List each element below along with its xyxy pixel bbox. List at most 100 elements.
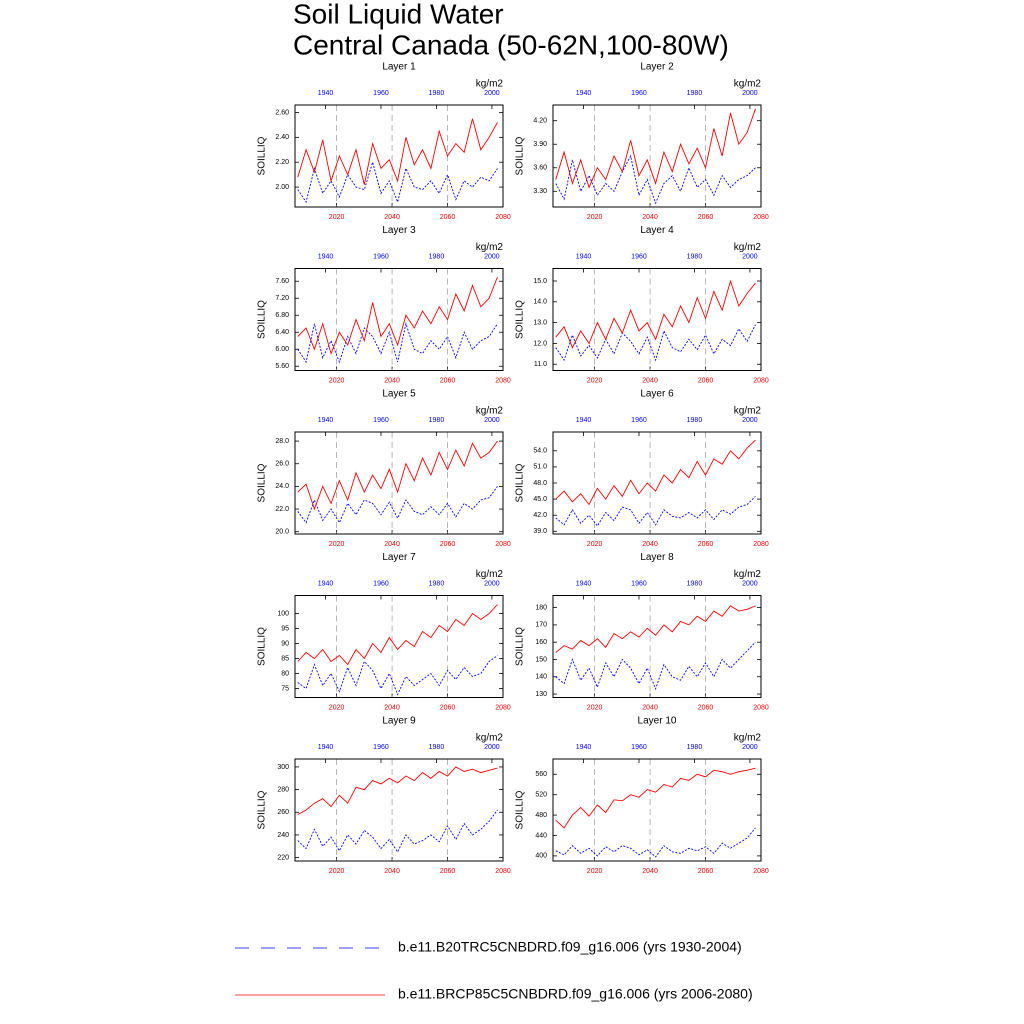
series-line bbox=[555, 605, 756, 653]
y-tick-label: 5.60 bbox=[275, 363, 289, 370]
y-axis-label: SOILLIQ bbox=[257, 790, 268, 829]
units-label: kg/m2 bbox=[476, 242, 504, 253]
y-tick-label: 28.0 bbox=[275, 438, 289, 445]
x2-tick-label: 2000 bbox=[484, 580, 500, 587]
y-tick-label: 90 bbox=[281, 640, 289, 647]
x2-tick-label: 1980 bbox=[687, 90, 703, 97]
series-line bbox=[555, 767, 756, 829]
series-line bbox=[297, 809, 498, 853]
y-tick-label: 130 bbox=[535, 691, 547, 698]
units-label: kg/m2 bbox=[734, 569, 762, 580]
panel-title: Layer 9 bbox=[382, 716, 416, 727]
x-tick-label: 2040 bbox=[642, 377, 658, 384]
x2-tick-label: 1980 bbox=[687, 580, 703, 587]
x-tick-label: 2060 bbox=[698, 377, 714, 384]
x-tick-label: 2020 bbox=[329, 704, 345, 711]
x-tick-label: 2060 bbox=[440, 868, 456, 875]
x-tick-label: 2080 bbox=[495, 214, 511, 221]
y-tick-label: 440 bbox=[535, 832, 547, 839]
x-tick-label: 2040 bbox=[642, 868, 658, 875]
units-label: kg/m2 bbox=[734, 242, 762, 253]
y-tick-label: 45.0 bbox=[533, 496, 547, 503]
x-tick-label: 2040 bbox=[384, 704, 400, 711]
y-tick-label: 95 bbox=[281, 625, 289, 632]
panel-title: Layer 4 bbox=[640, 225, 674, 236]
x-tick-label: 2080 bbox=[753, 868, 769, 875]
x-tick-label: 2080 bbox=[495, 704, 511, 711]
x-tick-label: 2060 bbox=[698, 868, 714, 875]
x2-tick-label: 1940 bbox=[318, 253, 334, 260]
x2-tick-label: 1980 bbox=[429, 580, 445, 587]
units-label: kg/m2 bbox=[734, 79, 762, 90]
plot-frame bbox=[552, 268, 762, 371]
x-tick-label: 2040 bbox=[642, 704, 658, 711]
units-label: kg/m2 bbox=[476, 406, 504, 417]
y-tick-label: 2.40 bbox=[275, 134, 289, 141]
x2-tick-label: 1940 bbox=[576, 580, 592, 587]
x-tick-label: 2060 bbox=[440, 541, 456, 548]
plot-frame bbox=[552, 595, 762, 698]
x-tick-label: 2080 bbox=[753, 704, 769, 711]
series-line bbox=[297, 766, 498, 815]
series-line bbox=[297, 486, 498, 524]
y-tick-label: 3.90 bbox=[533, 141, 547, 148]
y-tick-label: 6.40 bbox=[275, 329, 289, 336]
y-axis-label: SOILLIQ bbox=[257, 463, 268, 502]
y-tick-label: 150 bbox=[535, 656, 547, 663]
x-tick-label: 2060 bbox=[440, 377, 456, 384]
x2-tick-label: 1980 bbox=[429, 417, 445, 424]
units-label: kg/m2 bbox=[476, 79, 504, 90]
y-tick-label: 24.0 bbox=[275, 483, 289, 490]
x2-tick-label: 1960 bbox=[631, 417, 647, 424]
x2-tick-label: 1960 bbox=[373, 417, 389, 424]
x2-tick-label: 2000 bbox=[742, 417, 758, 424]
series-line bbox=[555, 439, 756, 506]
y-axis-label: SOILLIQ bbox=[515, 300, 526, 339]
x2-tick-label: 2000 bbox=[742, 744, 758, 751]
y-axis-label: SOILLIQ bbox=[257, 627, 268, 666]
x-tick-label: 2060 bbox=[698, 541, 714, 548]
y-tick-label: 13.0 bbox=[533, 319, 547, 326]
x-tick-label: 2040 bbox=[642, 214, 658, 221]
x2-tick-label: 2000 bbox=[484, 744, 500, 751]
x2-tick-label: 2000 bbox=[484, 253, 500, 260]
x2-tick-label: 1940 bbox=[576, 417, 592, 424]
x-tick-label: 2020 bbox=[587, 541, 603, 548]
panel-title: Layer 6 bbox=[640, 389, 674, 400]
series-line bbox=[555, 108, 756, 189]
series-line bbox=[297, 440, 498, 511]
x2-tick-label: 1980 bbox=[687, 417, 703, 424]
x-tick-label: 2080 bbox=[495, 541, 511, 548]
x2-tick-label: 1960 bbox=[373, 580, 389, 587]
y-tick-label: 85 bbox=[281, 655, 289, 662]
x-tick-label: 2040 bbox=[384, 214, 400, 221]
x-tick-label: 2060 bbox=[440, 704, 456, 711]
x-tick-label: 2020 bbox=[329, 541, 345, 548]
x-tick-label: 2040 bbox=[384, 377, 400, 384]
x2-tick-label: 1940 bbox=[318, 90, 334, 97]
y-tick-label: 280 bbox=[277, 786, 289, 793]
x2-tick-label: 1940 bbox=[576, 744, 592, 751]
x-tick-label: 2020 bbox=[329, 868, 345, 875]
x2-tick-label: 1960 bbox=[631, 744, 647, 751]
y-tick-label: 6.80 bbox=[275, 312, 289, 319]
series-line bbox=[555, 154, 756, 205]
x2-tick-label: 1960 bbox=[373, 744, 389, 751]
x2-tick-label: 1960 bbox=[631, 90, 647, 97]
x-tick-label: 2040 bbox=[384, 868, 400, 875]
x-tick-label: 2020 bbox=[587, 214, 603, 221]
y-axis-label: SOILLIQ bbox=[257, 300, 268, 339]
y-tick-label: 75 bbox=[281, 685, 289, 692]
legend-label: b.e11.BRCP85C5CNBDRD.f09_g16.006 (yrs 20… bbox=[398, 986, 753, 1002]
y-tick-label: 15.0 bbox=[533, 278, 547, 285]
y-tick-label: 100 bbox=[277, 610, 289, 617]
y-tick-label: 22.0 bbox=[275, 506, 289, 513]
series-line bbox=[555, 324, 756, 362]
y-tick-label: 560 bbox=[535, 771, 547, 778]
y-tick-label: 220 bbox=[277, 854, 289, 861]
plot-frame bbox=[294, 595, 504, 698]
y-tick-label: 7.20 bbox=[275, 295, 289, 302]
panel-title: Layer 10 bbox=[638, 716, 677, 727]
